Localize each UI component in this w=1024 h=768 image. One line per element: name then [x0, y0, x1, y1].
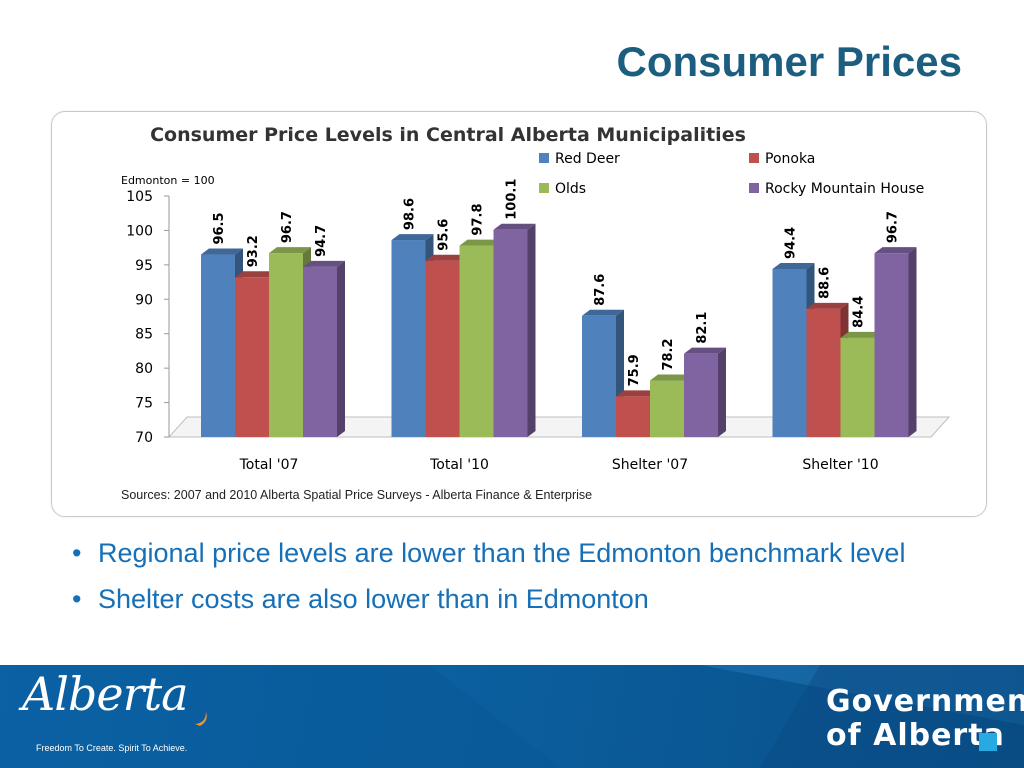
- bar-top: [772, 262, 815, 269]
- bar-chart: Consumer Price Levels in Central Alberta…: [121, 124, 951, 502]
- bar-side: [908, 247, 917, 437]
- bullet-text: Shelter costs are also lower than in Edm…: [98, 584, 649, 614]
- bar: [201, 254, 235, 437]
- legend-label: Olds: [555, 181, 586, 197]
- y-tick-label: 70: [135, 430, 153, 446]
- bar: [269, 253, 303, 437]
- bar: [425, 260, 460, 437]
- chart-title: Consumer Price Levels in Central Alberta…: [150, 124, 746, 146]
- bar-top: [391, 234, 434, 241]
- bar-top: [201, 248, 243, 255]
- bar-top: [493, 223, 536, 230]
- legend-label: Rocky Mountain House: [765, 181, 924, 197]
- bar: [772, 268, 807, 437]
- legend-swatch: [539, 153, 549, 163]
- x-tick-label: Shelter '07: [612, 457, 688, 473]
- bar: [650, 380, 684, 437]
- footer-wave-shape: [0, 665, 1024, 768]
- page-title: Consumer Prices: [616, 38, 962, 85]
- data-label: 93.2: [246, 235, 261, 267]
- bar: [874, 253, 909, 437]
- data-label: 94.4: [784, 227, 799, 259]
- bar: [684, 353, 718, 437]
- data-label: 95.6: [437, 219, 452, 251]
- data-label: 84.4: [852, 296, 867, 328]
- bullet-item: • Shelter costs are also lower than in E…: [72, 581, 932, 617]
- bar-top: [650, 374, 692, 381]
- bar: [303, 266, 337, 437]
- x-tick-label: Total '10: [429, 457, 489, 473]
- legend-swatch: [539, 183, 549, 193]
- bar: [391, 240, 426, 437]
- government-line2: of Alberta: [826, 718, 1005, 753]
- alberta-logo-text: Alberta: [22, 667, 188, 721]
- tagline: Freedom To Create. Spirit To Achieve.: [36, 743, 188, 753]
- bar-top: [616, 390, 658, 397]
- data-label: 96.7: [280, 211, 295, 243]
- accent-square-icon: [979, 733, 997, 751]
- bar: [840, 337, 875, 437]
- plot-area: 105 100 95 90 85 80 75 70 96.5 93.2 96.7 94.7 Total …: [126, 179, 951, 473]
- legend-swatch: [749, 183, 759, 193]
- y-tick-label: 90: [135, 292, 153, 308]
- y-tick-label: 95: [135, 258, 153, 274]
- footer-banner: Alberta Freedom To Create. Spirit To Ach…: [0, 665, 1024, 768]
- y-tick-label: 80: [135, 361, 153, 377]
- bullet-item: • Regional price levels are lower than t…: [72, 535, 932, 571]
- data-label: 82.1: [695, 312, 710, 344]
- legend-swatch: [749, 153, 759, 163]
- legend-label: Red Deer: [555, 151, 620, 167]
- bar: [459, 245, 494, 437]
- y-tick-label: 85: [135, 327, 153, 343]
- y-tick-label: 105: [126, 189, 153, 205]
- data-label: 100.1: [505, 179, 520, 220]
- bar-top: [874, 247, 917, 254]
- x-tick-label: Shelter '10: [802, 457, 878, 473]
- data-label: 96.5: [212, 212, 227, 244]
- bullet-text: Regional price levels are lower than the…: [98, 538, 906, 568]
- data-label: 98.6: [403, 198, 418, 230]
- bar: [616, 396, 650, 437]
- bullet-dot: •: [72, 584, 82, 614]
- data-label: 78.2: [661, 338, 676, 370]
- bar-top: [425, 254, 468, 261]
- bar: [806, 308, 841, 437]
- chart-source: Sources: 2007 and 2010 Alberta Spatial P…: [121, 488, 592, 502]
- bar-side: [527, 223, 536, 437]
- bar: [582, 315, 616, 437]
- bullet-dot: •: [72, 538, 82, 568]
- government-wordmark: Government of Alberta: [826, 685, 1024, 753]
- bar: [235, 277, 269, 437]
- bar-side: [718, 347, 726, 437]
- bar-top: [684, 347, 726, 354]
- data-label: 87.6: [593, 274, 608, 306]
- data-label: 97.8: [471, 203, 486, 235]
- bar-top: [459, 239, 502, 246]
- alberta-logo: Alberta Freedom To Create. Spirit To Ach…: [0, 665, 250, 768]
- legend-label: Ponoka: [765, 151, 815, 167]
- y-tick-label: 100: [126, 223, 153, 239]
- government-line1: Government: [826, 684, 1024, 719]
- y-tick-label: 75: [135, 396, 153, 412]
- x-tick-label: Total '07: [239, 457, 299, 473]
- bar-top: [840, 331, 883, 338]
- bar: [493, 229, 528, 437]
- bar-top: [582, 309, 624, 316]
- data-label: 88.6: [818, 267, 833, 299]
- bar-top: [806, 302, 849, 309]
- bar-top: [235, 271, 277, 278]
- alberta-swoosh-icon: [195, 712, 207, 726]
- bar-top: [269, 247, 311, 254]
- bullet-list: • Regional price levels are lower than t…: [72, 535, 932, 627]
- bar-top: [303, 260, 345, 267]
- bar-side: [337, 260, 345, 437]
- data-label: 94.7: [314, 225, 329, 257]
- chart-legend: Red Deer Ponoka Olds Rocky Mountain House: [539, 151, 924, 197]
- chart-note: Edmonton = 100: [121, 174, 215, 187]
- data-label: 75.9: [627, 354, 642, 386]
- data-label: 96.7: [886, 211, 901, 243]
